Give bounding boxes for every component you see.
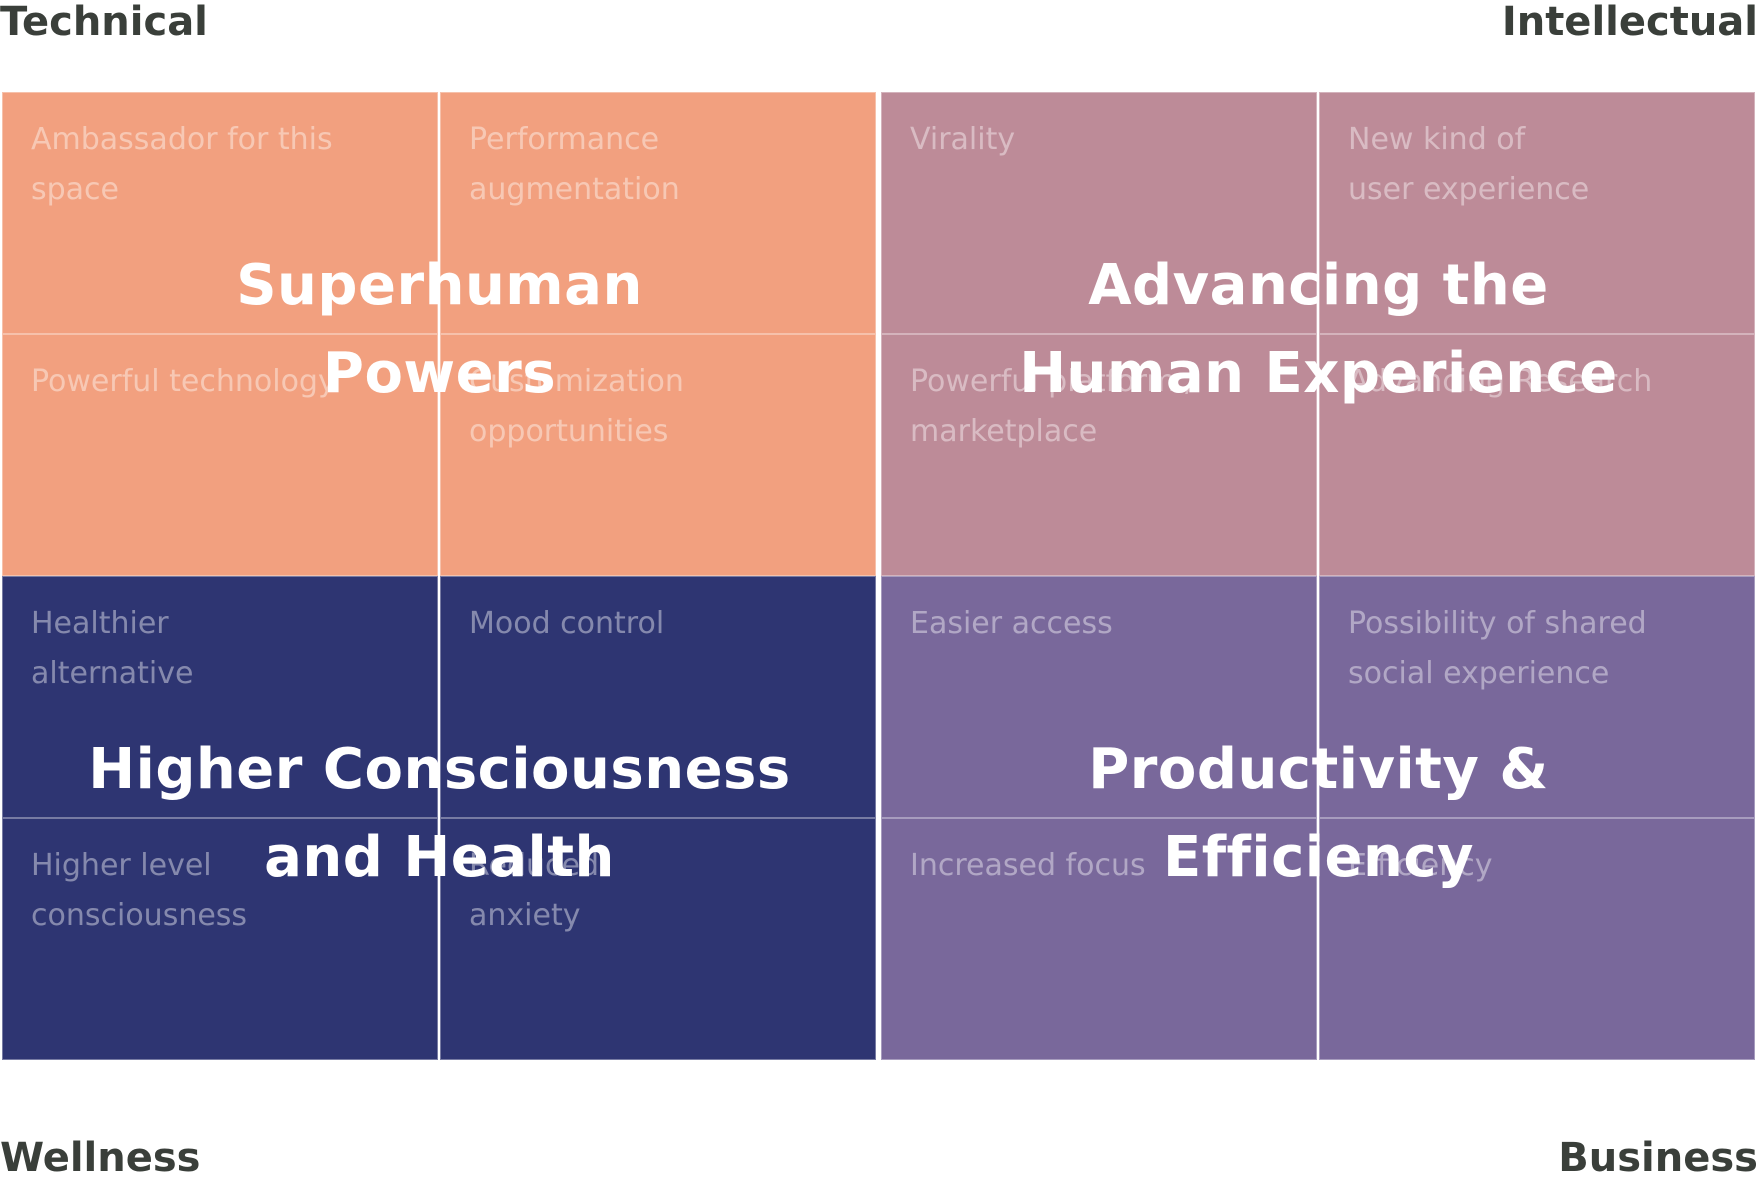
axis-label-technical: Technical <box>0 0 208 45</box>
quadrant-cell: Customization opportunities <box>440 334 876 576</box>
cell-text: Higher level consciousness <box>31 848 248 933</box>
cell-text: Customization opportunities <box>469 364 684 449</box>
quadrant-cell: Virality <box>881 92 1317 334</box>
quadrant-advancing-human-experience: Virality New kind of user experience Pow… <box>881 92 1756 576</box>
cell-text: Ambassador for this space <box>31 122 333 207</box>
cell-text: New kind of user experience <box>1348 122 1590 207</box>
axis-label-wellness: Wellness <box>0 1135 201 1181</box>
quadrant-cell: Higher level consciousness <box>2 818 438 1060</box>
cell-text: Increased focus <box>910 848 1146 883</box>
quadrant-title: Superhuman Powers <box>236 253 643 406</box>
quadrant-grid: Ambassador for this space Performance au… <box>2 92 1756 1060</box>
cell-text: Mood control <box>469 606 665 641</box>
quadrant-title: Advancing the Human Experience <box>1019 253 1618 406</box>
cell-text: Healthier alternative <box>31 606 194 691</box>
quadrant-cell: New kind of user experience <box>1319 92 1755 334</box>
cell-text: Efficiency <box>1348 848 1493 883</box>
quadrant-title: Productivity & Efficiency <box>1088 737 1549 890</box>
quadrant-title: Higher Consciousness and Health <box>88 737 791 890</box>
quadrant-higher-consciousness-health: Healthier alternative Mood control Highe… <box>2 576 877 1060</box>
quadrant-cell: Mood control <box>440 576 876 818</box>
cell-text: Possibility of shared social experience <box>1348 606 1647 691</box>
cell-text: Easier access <box>910 606 1113 641</box>
quadrant-cell: Performance augmentation <box>440 92 876 334</box>
quadrant-cell: Increased focus <box>881 818 1317 1060</box>
quadrant-superhuman-powers: Ambassador for this space Performance au… <box>2 92 877 576</box>
cell-text: Advancing Research <box>1348 364 1653 399</box>
cell-text: Powerful technology <box>31 364 336 399</box>
quadrant-cell: Efficiency <box>1319 818 1755 1060</box>
quadrant-cell: Powerful technology <box>2 334 438 576</box>
quadrant-cell: Powerful platform / marketplace <box>881 334 1317 576</box>
quadrant-cell: Reduced anxiety <box>440 818 876 1060</box>
quadrant-productivity-efficiency: Easier access Possibility of shared soci… <box>881 576 1756 1060</box>
quadrant-cell: Healthier alternative <box>2 576 438 818</box>
cell-text: Powerful platform / marketplace <box>910 364 1196 449</box>
quadrant-cell: Easier access <box>881 576 1317 818</box>
cell-text: Virality <box>910 122 1016 157</box>
cell-text: Reduced anxiety <box>469 848 600 933</box>
quadrant-cell: Ambassador for this space <box>2 92 438 334</box>
cell-text: Performance augmentation <box>469 122 680 207</box>
axis-label-business: Business <box>1558 1135 1758 1181</box>
quadrant-cell: Advancing Research <box>1319 334 1755 576</box>
axis-label-intellectual: Intellectual <box>1501 0 1758 45</box>
quadrant-cell: Possibility of shared social experience <box>1319 576 1755 818</box>
